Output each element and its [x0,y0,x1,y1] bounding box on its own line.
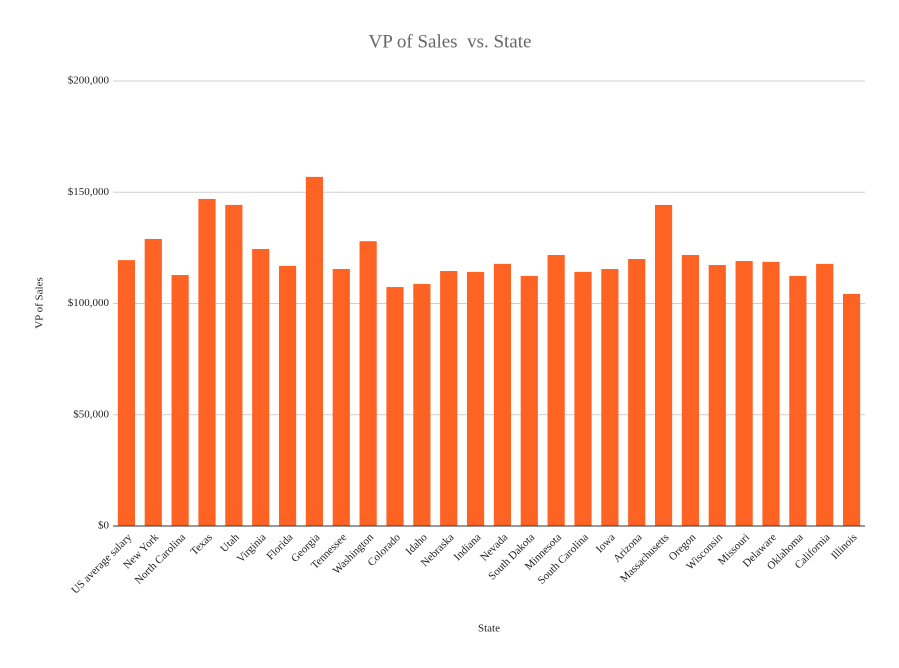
bar [654,204,673,526]
bar [708,265,726,526]
bar [198,198,216,527]
bar [440,271,458,526]
bar [171,275,189,526]
bar [278,265,297,526]
bar [574,271,592,526]
y-tick-label: $50,000 [73,408,109,420]
bar [520,275,538,526]
y-tick-label: $150,000 [68,186,110,198]
bar [144,238,162,526]
bar [547,254,565,526]
bar [628,259,646,526]
bar [493,263,512,526]
y-tick-label: $200,000 [68,75,110,87]
x-axis-label: State [478,623,500,635]
bar [816,263,834,526]
bar [681,254,700,526]
bar [305,176,324,526]
bar [842,293,861,526]
bar [762,261,780,526]
bar [359,241,377,526]
bar [601,269,619,526]
bar [332,269,350,526]
bar [117,260,136,526]
bar [789,275,807,526]
y-axis-label: VP of Sales [34,277,46,329]
bar [225,204,243,526]
bar [466,271,485,526]
bar [252,248,270,527]
bar [386,287,404,526]
chart-title: VP of Sales vs. State [369,31,532,52]
y-tick-label: $0 [98,520,110,532]
y-tick-label: $100,000 [68,297,110,309]
bar [735,261,753,526]
bar [413,283,431,526]
